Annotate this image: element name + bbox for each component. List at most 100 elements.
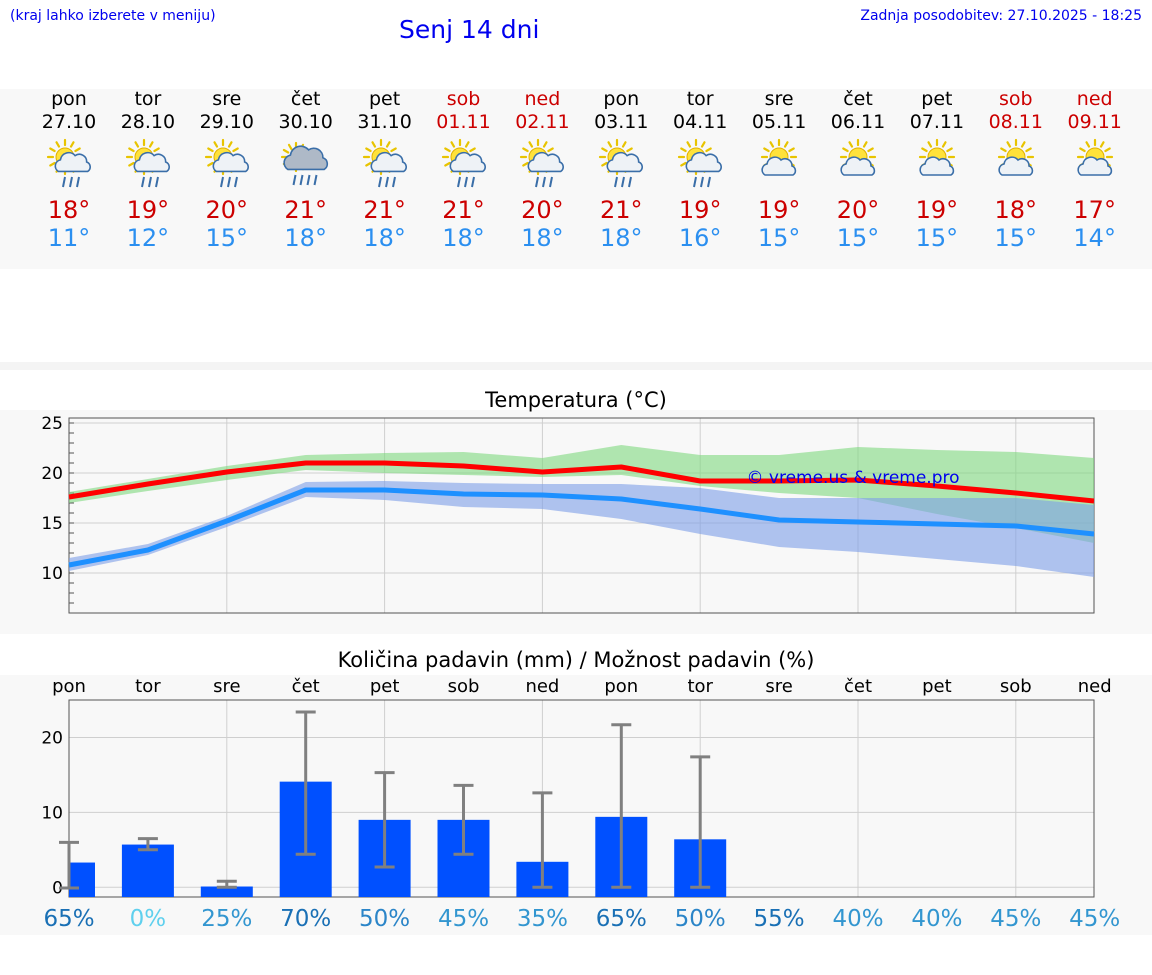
temperature-chart: 10 15 20 25 © vreme.us & vreme.pro — [41, 414, 1095, 614]
page-title: Senj 14 dni — [399, 15, 540, 44]
error-whisker — [611, 723, 632, 889]
precipitation-probability: 25% — [201, 906, 252, 932]
precipitation-probability: 65% — [596, 906, 647, 932]
x-category-label: sre — [213, 676, 240, 697]
day-column: sre 29.10 20° 15° — [187, 88, 267, 252]
x-category-label: pon — [604, 676, 638, 697]
y-tick-label: 10 — [41, 564, 63, 584]
day-column: sob 08.11 18° 15° — [976, 88, 1056, 252]
error-whisker — [295, 710, 316, 856]
divider — [0, 362, 1152, 370]
x-category-label: čet — [292, 676, 320, 697]
series-max-line — [68, 460, 1095, 504]
day-name: pet — [921, 88, 953, 110]
precipitation-probability: 40% — [911, 906, 962, 932]
partly-cloudy-icon — [1076, 138, 1113, 176]
precipitation-bar — [121, 844, 174, 897]
watermark: © vreme.us & vreme.pro — [746, 468, 959, 488]
day-column: pet 07.11 19° 15° — [897, 88, 977, 252]
precipitation-probability: 45% — [1069, 906, 1120, 932]
min-temperature: 16° — [678, 224, 722, 252]
series-min-line — [68, 487, 1095, 568]
day-name: čet — [843, 88, 873, 110]
max-temperature: 20° — [836, 196, 880, 224]
max-temperature: 20° — [205, 196, 249, 224]
day-name: pet — [368, 88, 401, 110]
sun-cloud-rain-icon — [520, 138, 565, 188]
day-date: 27.10 — [41, 111, 97, 133]
x-category-label: ned — [1078, 676, 1112, 697]
day-date: 30.10 — [278, 111, 333, 133]
day-date: 31.10 — [357, 111, 412, 133]
sun-cloud-rain-icon — [125, 138, 170, 188]
day-name: tor — [134, 88, 162, 110]
temperature-chart-title: Temperatura (°C) — [485, 388, 667, 412]
error-whisker — [532, 791, 553, 889]
max-temperature: 20° — [521, 196, 564, 224]
location-hint: (kraj lahko izberete v meniju) — [10, 8, 216, 24]
day-column: čet 06.11 20° 15° — [818, 88, 898, 252]
sun-cloud-rain-icon — [362, 138, 407, 188]
day-date: 03.11 — [594, 111, 649, 133]
precipitation-probability: 65% — [43, 906, 94, 932]
min-temperature: 14° — [1073, 224, 1116, 252]
day-name: sob — [446, 88, 481, 110]
precipitation-chart: 0 10 20 pon tor sre čet pet sob ned pon tor sre čet pe… — [41, 676, 1120, 932]
day-column: sre 05.11 19° 15° — [739, 88, 819, 252]
precipitation-probability: 50% — [359, 906, 410, 932]
precipitation-probability: 70% — [280, 906, 331, 932]
precipitation-probability: 50% — [675, 906, 726, 932]
precipitation-probability: 45% — [990, 906, 1041, 932]
x-category-label: pet — [370, 676, 400, 697]
max-temperature: 18° — [47, 196, 91, 224]
x-category-label: sre — [765, 676, 792, 697]
day-date: 09.11 — [1067, 111, 1122, 133]
min-temperature: 15° — [994, 224, 1038, 252]
y-tick-label: 10 — [41, 803, 63, 823]
series-min-band — [69, 481, 1094, 577]
day-name: sre — [212, 88, 242, 110]
precipitation-probability: 40% — [832, 906, 883, 932]
series-max-band — [69, 445, 1094, 543]
sun-cloud-rain-icon — [46, 138, 91, 188]
sun-cloud-rain-icon — [441, 138, 486, 188]
x-category-label: čet — [844, 676, 872, 697]
x-category-label: sob — [448, 676, 480, 697]
plot-frame — [68, 699, 1095, 898]
error-whisker — [690, 755, 711, 889]
precipitation-bar — [200, 886, 253, 897]
min-temperature: 18° — [442, 224, 485, 252]
day-date: 06.11 — [830, 111, 886, 133]
day-name: ned — [1076, 88, 1113, 110]
day-name: pon — [603, 88, 640, 110]
max-temperature: 21° — [363, 196, 406, 224]
precipitation-chart-title: Količina padavin (mm) / Možnost padavin … — [337, 648, 815, 672]
day-column: ned 02.11 20° 18° — [502, 88, 582, 252]
precipitation-bar — [69, 862, 95, 897]
precipitation-probability: 55% — [754, 906, 805, 932]
day-column: sob 01.11 21° 18° — [424, 88, 504, 252]
min-temperature: 15° — [836, 224, 880, 252]
max-temperature: 17° — [1073, 196, 1116, 224]
max-temperature: 21° — [284, 196, 327, 224]
day-name: sre — [764, 88, 794, 110]
y-tick-label: 0 — [52, 878, 63, 898]
day-column: tor 28.10 19° 12° — [108, 88, 188, 252]
sun-cloud-rain-icon — [678, 138, 723, 188]
x-category-label: pet — [922, 676, 952, 697]
day-column: pet 31.10 21° 18° — [345, 88, 425, 252]
max-temperature: 19° — [126, 196, 170, 224]
day-date: 28.10 — [120, 111, 176, 133]
day-date: 07.11 — [909, 111, 965, 133]
y-tick-label: 20 — [41, 464, 63, 484]
day-date: 08.11 — [988, 111, 1043, 133]
max-temperature: 18° — [994, 196, 1038, 224]
day-column: pon 03.11 21° 18° — [581, 88, 661, 252]
day-column: ned 09.11 17° 14° — [1055, 88, 1135, 252]
day-name: sob — [999, 88, 1033, 110]
day-column: čet 30.10 21° 18° — [266, 88, 346, 252]
day-name: tor — [686, 88, 714, 110]
day-name: ned — [524, 88, 561, 110]
y-tick-label: 15 — [41, 514, 63, 534]
sun-cloud-rain-icon — [599, 138, 644, 188]
